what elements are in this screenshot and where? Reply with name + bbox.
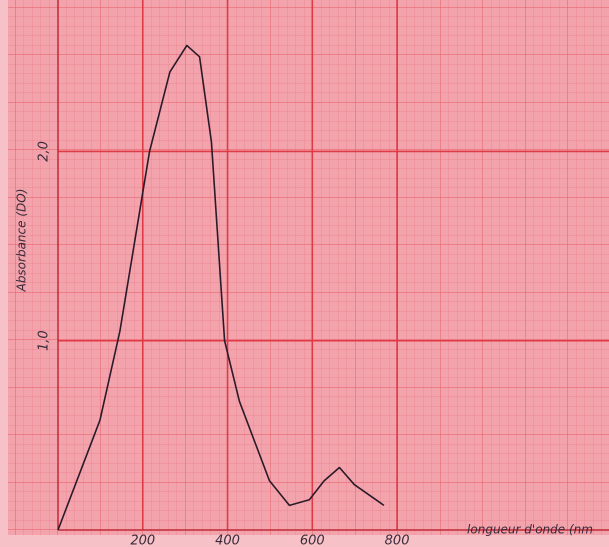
x-tick-label: 600: [300, 534, 325, 547]
x-tick-label: 800: [385, 534, 410, 547]
x-tick-label: 400: [215, 534, 240, 547]
y-axis-title: Absorbance (DO): [15, 189, 29, 293]
y-tick-label: 1,0: [37, 330, 52, 351]
line: [57, 44, 385, 531]
y-tick-label: 2,0: [37, 141, 52, 162]
plot: 200 400 600 800 1,0 2,0: [37, 0, 609, 547]
mid-grid: [8, 0, 609, 535]
x-axis-title: longueur d'onde (nm: [467, 523, 593, 537]
x-tick-label: 200: [130, 534, 155, 547]
